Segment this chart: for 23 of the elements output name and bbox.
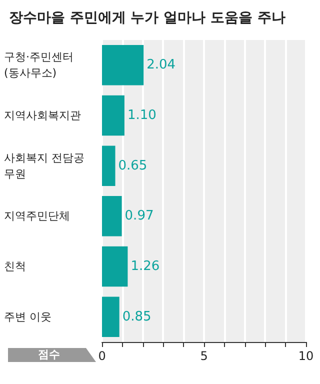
- data-label: 2.04: [146, 58, 176, 73]
- data-label: 1.10: [127, 108, 156, 123]
- x-axis-title: 점수: [38, 348, 60, 361]
- data-label: 0.65: [118, 158, 148, 174]
- data-label: 0.97: [124, 208, 154, 224]
- data-label: 1.26: [130, 259, 160, 274]
- y-tick-label: 친척: [4, 260, 26, 273]
- y-tick-label: 구청·주민센터 (동사무소): [4, 50, 77, 80]
- x-tick-label: 5: [200, 349, 208, 363]
- bar: [102, 95, 124, 136]
- bar: [102, 296, 120, 337]
- y-tick-label: 사회복지 전담공무원: [4, 151, 84, 180]
- chart-title: 장수마을 주민에게 누가 얼마나 도움을 주나: [9, 10, 286, 26]
- x-tick-label: 0: [98, 349, 106, 363]
- bar: [102, 45, 144, 86]
- bar: [102, 146, 116, 186]
- data-label: 0.85: [122, 309, 152, 324]
- bar: [102, 196, 122, 236]
- y-tick-label: 지역주민단체: [4, 210, 70, 223]
- y-tick-label: 지역사회복지관: [4, 109, 81, 122]
- bar: [102, 246, 128, 287]
- y-tick-label: 주변 이웃: [4, 310, 52, 324]
- x-tick-label: 10: [298, 349, 314, 363]
